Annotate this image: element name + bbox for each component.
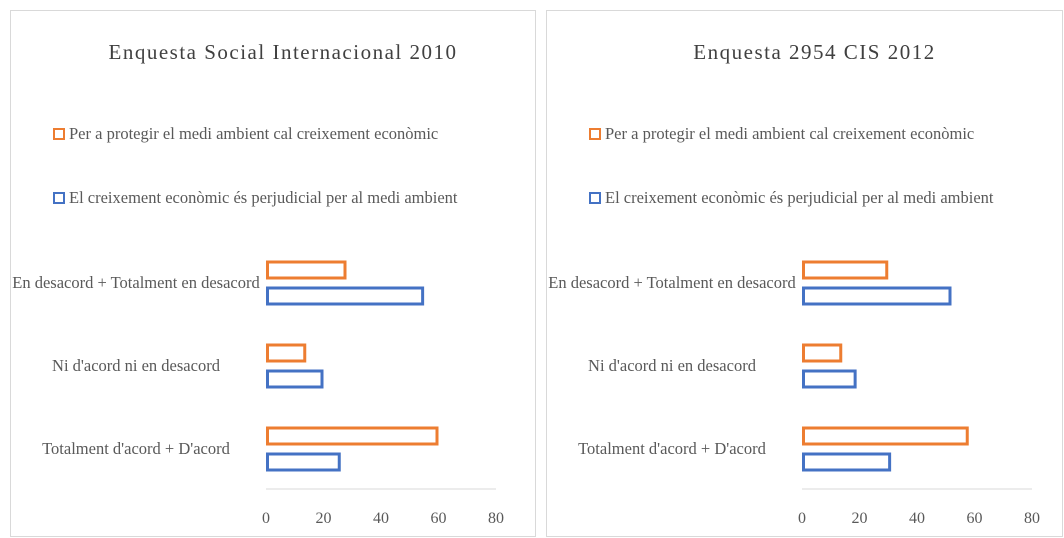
- bar: [802, 426, 969, 446]
- x-tick-label: 20: [316, 510, 332, 527]
- plot: 0 20 40 60 80: [798, 260, 1040, 527]
- x-tick-label: 0: [262, 510, 270, 527]
- y-tick-label: En desacord + Totalment en desacord: [548, 273, 796, 292]
- legend-item: Per a protegir el medi ambient cal creix…: [589, 121, 1064, 146]
- chart-title: Enquesta 2954 CIS 2012: [693, 40, 936, 64]
- legend-item: Per a protegir el medi ambient cal creix…: [53, 121, 529, 146]
- legend-item: El creixement econòmic és perjudicial pe…: [589, 185, 1064, 210]
- y-tick-label: En desacord + Totalment en desacord: [12, 273, 260, 292]
- bar: [802, 286, 952, 306]
- bar: [266, 426, 439, 446]
- legend-marker: [589, 192, 601, 204]
- legend-label: El creixement econòmic és perjudicial pe…: [605, 188, 994, 207]
- legend-label: Per a protegir el medi ambient cal creix…: [69, 124, 439, 143]
- bar: [266, 260, 347, 280]
- chart-panel: Enquesta Social Internacional 2010 Per a …: [10, 10, 536, 537]
- plot: 0 20 40 60 80: [262, 260, 504, 527]
- legend-marker: [53, 128, 65, 140]
- y-tick-label: Totalment d'acord + D'acord: [578, 439, 766, 458]
- chart-title: Enquesta Social Internacional 2010: [108, 40, 458, 64]
- x-tick-label: 80: [1024, 510, 1040, 527]
- x-tick-label: 60: [431, 510, 447, 527]
- bar: [802, 369, 857, 389]
- y-tick-label: Ni d'acord ni en desacord: [588, 356, 756, 375]
- x-tick-label: 60: [967, 510, 983, 527]
- bar: [802, 343, 843, 363]
- chart-panel: Enquesta 2954 CIS 2012 Per a protegir el …: [546, 10, 1063, 537]
- bar: [266, 452, 341, 472]
- x-tick-label: 80: [488, 510, 504, 527]
- legend-label: El creixement econòmic és perjudicial pe…: [69, 188, 458, 207]
- bar: [266, 343, 307, 363]
- legend-marker: [589, 128, 601, 140]
- x-tick-label: 40: [373, 510, 389, 527]
- bar: [802, 452, 892, 472]
- bar: [266, 369, 324, 389]
- legend-marker: [53, 192, 65, 204]
- bar: [802, 260, 889, 280]
- legend-item: El creixement econòmic és perjudicial pe…: [53, 185, 529, 210]
- y-tick-label: Ni d'acord ni en desacord: [52, 356, 220, 375]
- x-tick-label: 40: [909, 510, 925, 527]
- x-tick-label: 20: [852, 510, 868, 527]
- legend-label: Per a protegir el medi ambient cal creix…: [605, 124, 975, 143]
- x-tick-label: 0: [798, 510, 806, 527]
- bar: [266, 286, 425, 306]
- y-tick-label: Totalment d'acord + D'acord: [42, 439, 230, 458]
